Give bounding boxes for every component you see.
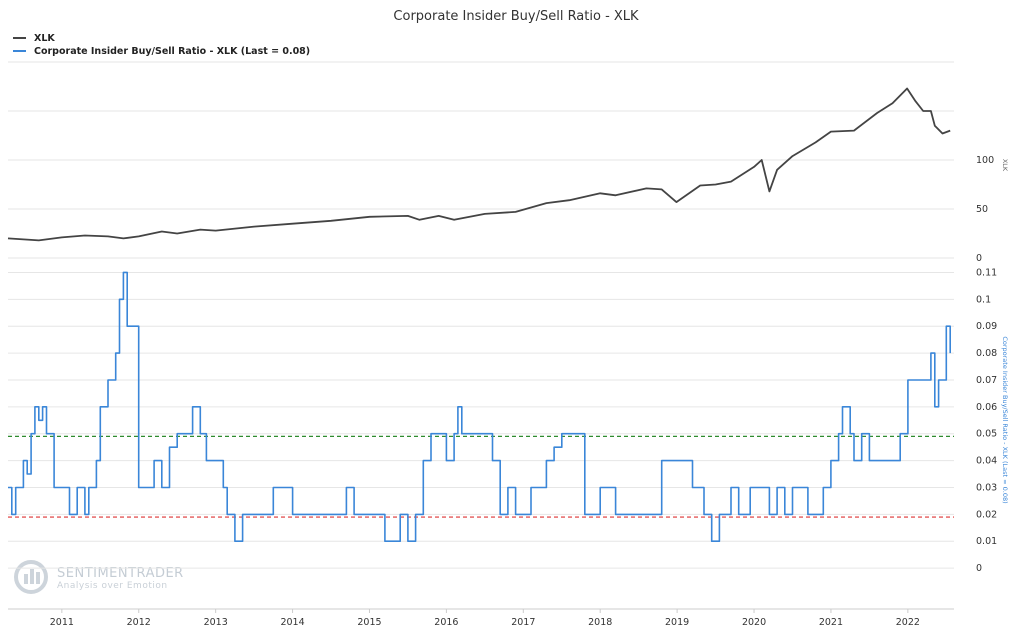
watermark-logo-bar bbox=[36, 572, 40, 584]
y-tick-label: 0 bbox=[976, 563, 982, 574]
x-tick-label: 2014 bbox=[280, 617, 304, 628]
y-tick-label: 0.02 bbox=[976, 509, 997, 520]
x-tick-label: 2019 bbox=[665, 617, 689, 628]
legend-label-ratio: Corporate Insider Buy/Sell Ratio - XLK (… bbox=[34, 46, 310, 57]
watermark-logo-bar bbox=[30, 569, 34, 584]
x-tick-label: 2016 bbox=[434, 617, 458, 628]
watermark-logo-bar bbox=[24, 574, 28, 584]
y-tick-labels: 0 50 100 0 0.01 0.02 0.03 0.04 0.05 0.06 0.07 0.08 0… bbox=[976, 155, 997, 574]
series-lines bbox=[7, 87, 951, 542]
insider-ratio-line bbox=[8, 271, 951, 542]
gridlines bbox=[8, 61, 954, 569]
x-tick-label: 2015 bbox=[357, 617, 381, 628]
x-tick-label: 2013 bbox=[204, 617, 228, 628]
y-tick-label: 0.11 bbox=[976, 267, 997, 278]
y-tick-label: 0.08 bbox=[976, 348, 997, 359]
y-axis-title-xlk: XLK bbox=[1001, 159, 1009, 172]
x-tick-labels: 2011 2012 2013 2014 2015 2016 2017 2018 2019 2020… bbox=[50, 609, 920, 628]
reference-lines bbox=[8, 435, 954, 518]
x-tick-label: 2021 bbox=[819, 617, 843, 628]
xlk-price-line bbox=[7, 87, 951, 242]
y-axis-title-ratio: Corporate Insider Buy/Sell Ratio - XLK (… bbox=[1001, 336, 1009, 503]
y-tick-label: 0.01 bbox=[976, 536, 997, 547]
y-tick-label: 0.09 bbox=[976, 321, 997, 332]
y-tick-label: 0.03 bbox=[976, 482, 997, 493]
x-tick-label: 2011 bbox=[50, 617, 74, 628]
chart-title: Corporate Insider Buy/Sell Ratio - XLK bbox=[393, 9, 639, 24]
watermark-logo bbox=[14, 560, 48, 594]
y-tick-label: 0.1 bbox=[976, 294, 991, 305]
x-tick-label: 2020 bbox=[742, 617, 766, 628]
y-tick-label: 100 bbox=[976, 155, 994, 166]
x-tick-label: 2022 bbox=[896, 617, 920, 628]
x-tick-label: 2012 bbox=[127, 617, 151, 628]
y-tick-label: 0.06 bbox=[976, 402, 997, 413]
legend: XLK Corporate Insider Buy/Sell Ratio - X… bbox=[13, 33, 310, 57]
x-tick-label: 2018 bbox=[588, 617, 612, 628]
watermark-name: SENTIMENTRADER bbox=[57, 566, 184, 581]
y-tick-label: 0.05 bbox=[976, 429, 997, 440]
watermark: SENTIMENTRADER Analysis over Emotion bbox=[14, 560, 184, 594]
y-tick-label: 50 bbox=[976, 204, 988, 215]
x-tick-label: 2017 bbox=[511, 617, 535, 628]
legend-label-xlk: XLK bbox=[34, 33, 55, 44]
y-tick-label: 0.04 bbox=[976, 456, 997, 467]
watermark-tagline: Analysis over Emotion bbox=[57, 581, 168, 591]
y-tick-label: 0.07 bbox=[976, 375, 997, 386]
y-tick-label: 0 bbox=[976, 253, 982, 264]
